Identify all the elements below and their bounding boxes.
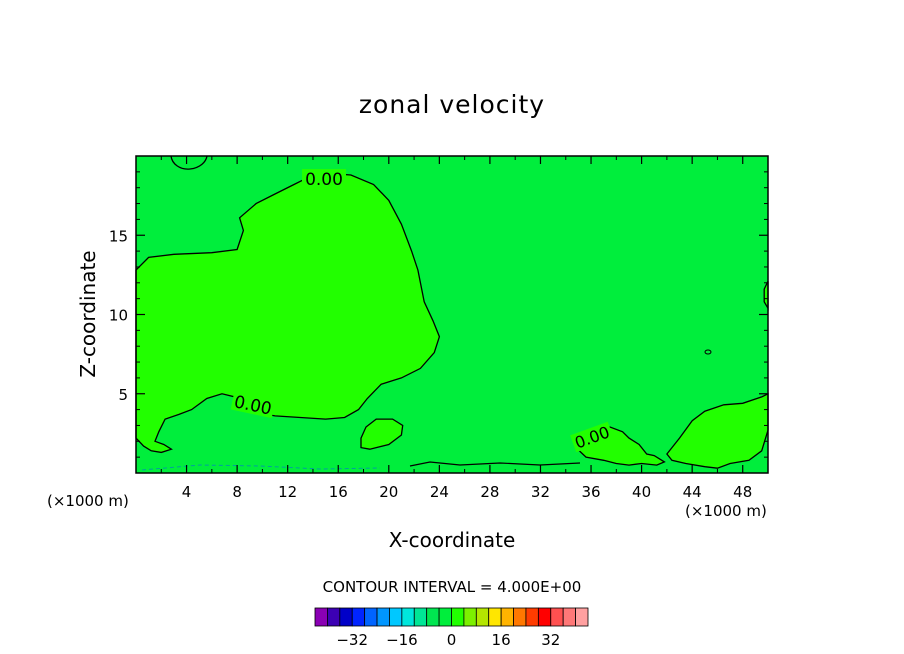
colorbar-swatch — [463, 607, 477, 627]
colorbar-swatch — [451, 607, 465, 627]
contour-region-2 — [360, 418, 404, 450]
axis-ticks — [136, 156, 768, 473]
colorbar-swatch — [401, 607, 415, 627]
contour-interval-text: CONTOUR INTERVAL = 4.000E+00 — [323, 578, 582, 596]
x-tick-label: 24 — [430, 483, 449, 501]
small-contours — [141, 155, 712, 471]
x-tick-label: 12 — [278, 483, 297, 501]
colorbar-swatch — [525, 607, 539, 627]
x-axis-label: X-coordinate — [389, 528, 516, 552]
plot-area — [135, 155, 769, 474]
x-tick-label: 8 — [232, 483, 242, 501]
x-tick-label: 44 — [683, 483, 702, 501]
x-unit-label-left: (×1000 m) — [47, 492, 129, 510]
colorbar-swatch — [500, 607, 514, 627]
colorbar-swatch — [339, 607, 353, 627]
y-tick-label: 10 — [109, 307, 128, 325]
colorbar-tick-label: 16 — [492, 631, 511, 649]
colorbar-swatch — [314, 607, 328, 627]
y-tick-label: 5 — [118, 386, 128, 404]
chart-title: zonal velocity — [359, 90, 545, 119]
colorbar-swatch — [513, 607, 527, 627]
contour-region-1 — [135, 172, 441, 454]
x-tick-label: 40 — [632, 483, 651, 501]
colorbar-swatch — [376, 607, 390, 627]
colorbar-tick-labels: −32 −16 0 16 32 — [336, 631, 560, 649]
colorbar-swatch — [475, 607, 490, 627]
colorbar — [314, 607, 589, 627]
colorbar-swatch — [550, 607, 564, 627]
contour-top-left — [170, 155, 208, 170]
y-axis-label: Z-coordinate — [76, 250, 100, 377]
x-tick-label: 36 — [581, 483, 600, 501]
colorbar-swatch — [488, 607, 502, 627]
colorbar-swatch — [327, 607, 341, 627]
colorbar-swatch — [562, 607, 576, 627]
colorbar-swatch — [438, 607, 452, 627]
colorbar-swatch — [413, 607, 428, 627]
colorbar-tick-label: −32 — [336, 631, 368, 649]
colorbar-swatch — [575, 607, 589, 627]
contour-bottom-dashed — [141, 464, 381, 471]
colorbar-swatch — [537, 607, 552, 627]
colorbar-tick-label: 32 — [541, 631, 560, 649]
colorbar-swatch — [351, 607, 366, 627]
x-unit-label-right: (×1000 m) — [685, 502, 767, 520]
y-tick-labels: 5 10 15 — [109, 227, 128, 404]
x-tick-labels: 4 8 12 16 20 24 28 32 36 40 44 48 — [182, 483, 752, 501]
colorbar-tick-label: 0 — [447, 631, 457, 649]
colorbar-swatch — [426, 607, 440, 627]
x-tick-label: 48 — [733, 483, 752, 501]
x-tick-label: 16 — [329, 483, 348, 501]
x-tick-label: 32 — [531, 483, 550, 501]
contour-label-top: 0.00 — [305, 170, 343, 190]
x-tick-label: 20 — [379, 483, 398, 501]
x-tick-label: 28 — [480, 483, 499, 501]
colorbar-tick-label: −16 — [386, 631, 418, 649]
colorbar-swatch — [364, 607, 378, 627]
y-tick-label: 15 — [109, 227, 128, 245]
x-tick-label: 4 — [182, 483, 192, 501]
contour-bottom-edge — [409, 461, 581, 467]
contour-small-loop — [704, 349, 712, 355]
colorbar-swatch — [389, 607, 403, 627]
